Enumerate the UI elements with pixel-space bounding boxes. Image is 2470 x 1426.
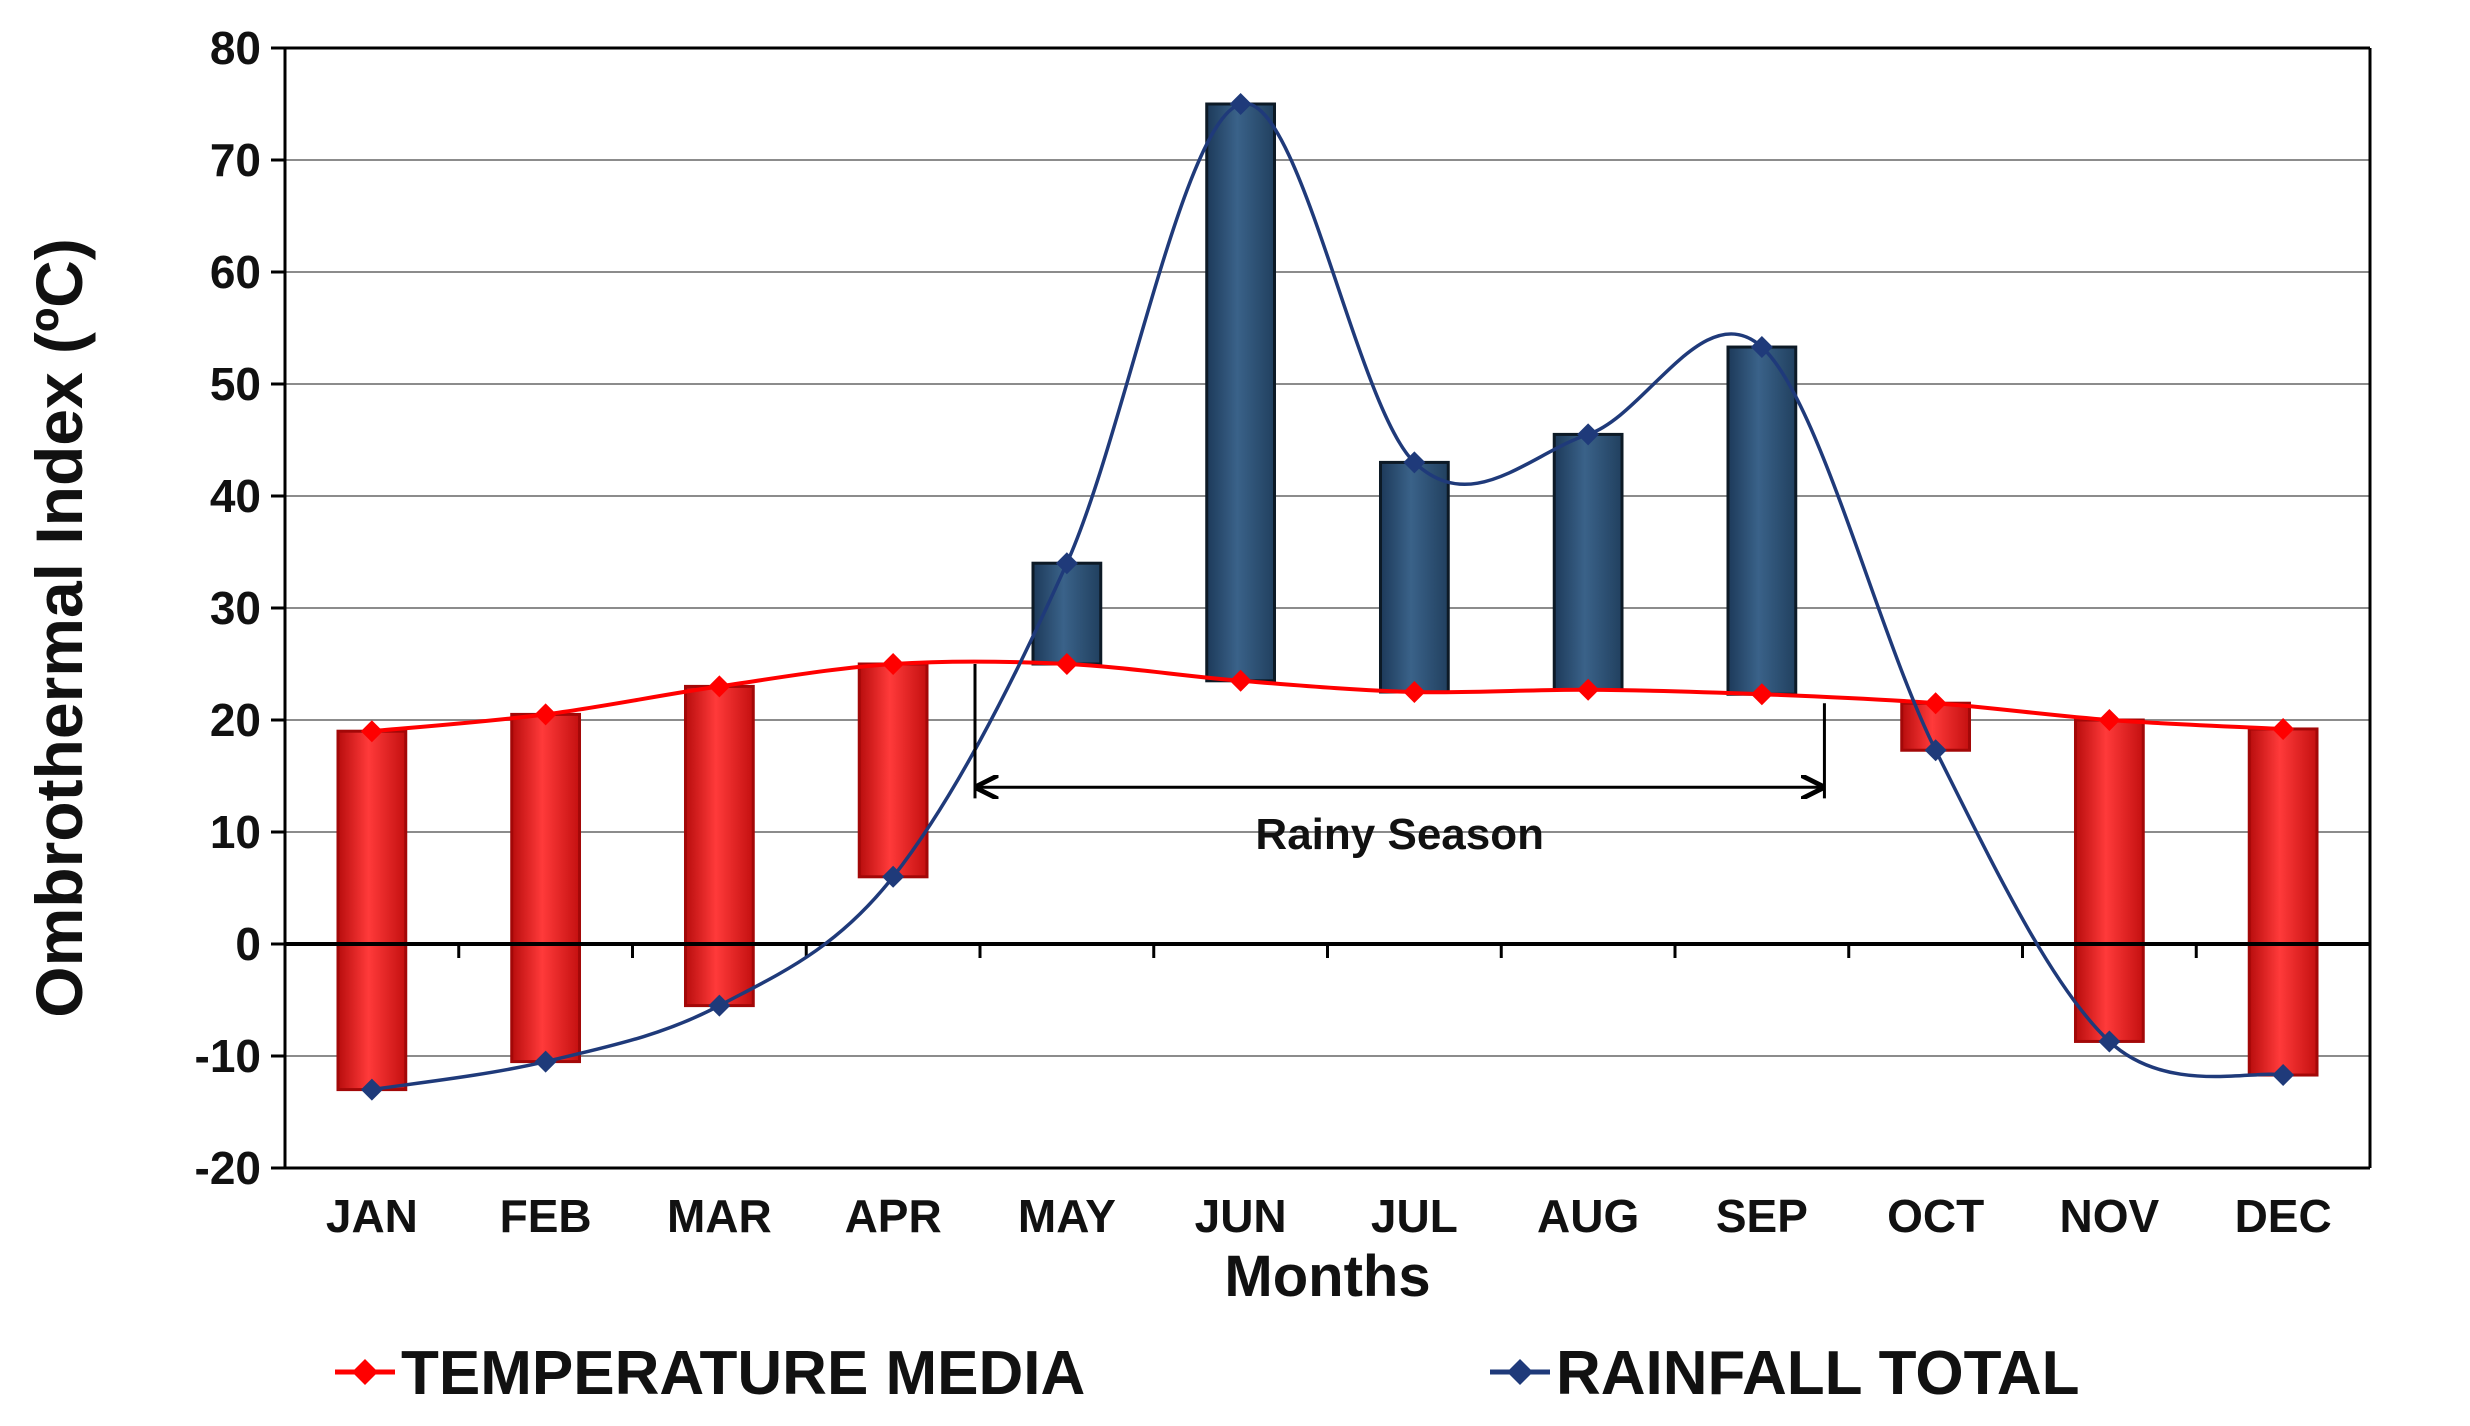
bars (336, 102, 2319, 1092)
temperature-point (534, 703, 557, 726)
rainfall-point (1229, 93, 1252, 115)
legend-temperature-label: TEMPERATURE MEDIA (401, 1339, 1085, 1408)
rainfall-point (708, 994, 731, 1017)
temperature-point (2098, 709, 2121, 731)
legend-temperature-marker (352, 1359, 378, 1385)
temperature-point (882, 653, 905, 675)
bar-mar (683, 684, 755, 1008)
rainfall-point (2098, 1030, 2121, 1053)
x-tick-label: FEB (500, 1190, 592, 1242)
x-tick-label: NOV (2060, 1190, 2160, 1242)
legend-rainfall-label: RAINFALL TOTAL (1556, 1339, 2080, 1408)
series-lines (360, 93, 2295, 1101)
bar-feb (510, 712, 582, 1064)
rainfall-point (1403, 451, 1426, 474)
temperature-point (1750, 683, 1773, 706)
y-tick-label: 20 (210, 694, 261, 746)
bar-dec (2247, 727, 2319, 1077)
y-tick-label: 30 (210, 582, 261, 634)
x-tick-label: SEP (1716, 1190, 1808, 1242)
temperature-point (360, 720, 383, 743)
rainfall-point (1750, 336, 1773, 359)
y-tick-label: 50 (210, 358, 261, 410)
y-tick-label: -20 (195, 1142, 261, 1194)
rainfall-point (882, 865, 905, 888)
bar-aug (1552, 432, 1624, 692)
x-tick-label: DEC (2235, 1190, 2332, 1242)
y-axis-title: Ombrothermal Index (ºC) (22, 238, 96, 1018)
y-tick-label: -10 (195, 1030, 261, 1082)
temperature-point (1229, 669, 1252, 692)
rainfall-line (371, 101, 2284, 1092)
temperature-point (1924, 692, 1947, 715)
axes (271, 46, 2372, 1170)
temperature-point (1055, 653, 1078, 675)
bar-jan (336, 729, 408, 1092)
annotation: Rainy Season (973, 664, 1826, 859)
y-tick-label: 40 (210, 470, 261, 522)
x-tick-label: JUL (1371, 1190, 1458, 1242)
y-tick-label: 70 (210, 134, 261, 186)
x-tick-label: JUN (1195, 1190, 1287, 1242)
y-tick-label: 0 (235, 918, 261, 970)
x-axis-title: Months (1224, 1244, 1430, 1309)
legend-rainfall-marker (1507, 1359, 1533, 1385)
rainfall-point (1924, 739, 1947, 762)
rainfall-point (534, 1050, 557, 1073)
bar-nov (2073, 718, 2145, 1043)
x-tick-label: MAR (667, 1190, 772, 1242)
x-tick-label: APR (845, 1190, 942, 1242)
gridlines (285, 47, 2370, 1057)
bar-sep (1726, 345, 1798, 696)
temperature-line (371, 659, 2284, 734)
rainfall-point (1577, 423, 1600, 446)
temperature-point (708, 675, 731, 698)
y-tick-label: 10 (210, 806, 261, 858)
rainy-season-label: Rainy Season (1255, 810, 1544, 859)
temperature-point (2272, 717, 2295, 740)
axis-labels: -20 -10 0 10 20 30 40 50 60 70 80 JAN FEB MAR APR MAY JU… (22, 22, 2332, 1309)
rainfall-point (360, 1078, 383, 1101)
x-tick-label: OCT (1887, 1190, 1984, 1242)
bar-jul (1378, 460, 1450, 694)
temperature-point (1577, 678, 1600, 701)
bar-jun (1205, 102, 1277, 683)
x-tick-label: JAN (326, 1190, 418, 1242)
y-tick-label: 60 (210, 246, 261, 298)
y-tick-label: 80 (210, 22, 261, 74)
x-tick-label: AUG (1537, 1190, 1639, 1242)
rainfall-point (1055, 552, 1078, 575)
temperature-point (1403, 681, 1426, 703)
x-tick-label: MAY (1018, 1190, 1116, 1242)
legend: TEMPERATURE MEDIA RAINFALL TOTAL (335, 1339, 2080, 1408)
rainfall-point (2272, 1064, 2295, 1087)
